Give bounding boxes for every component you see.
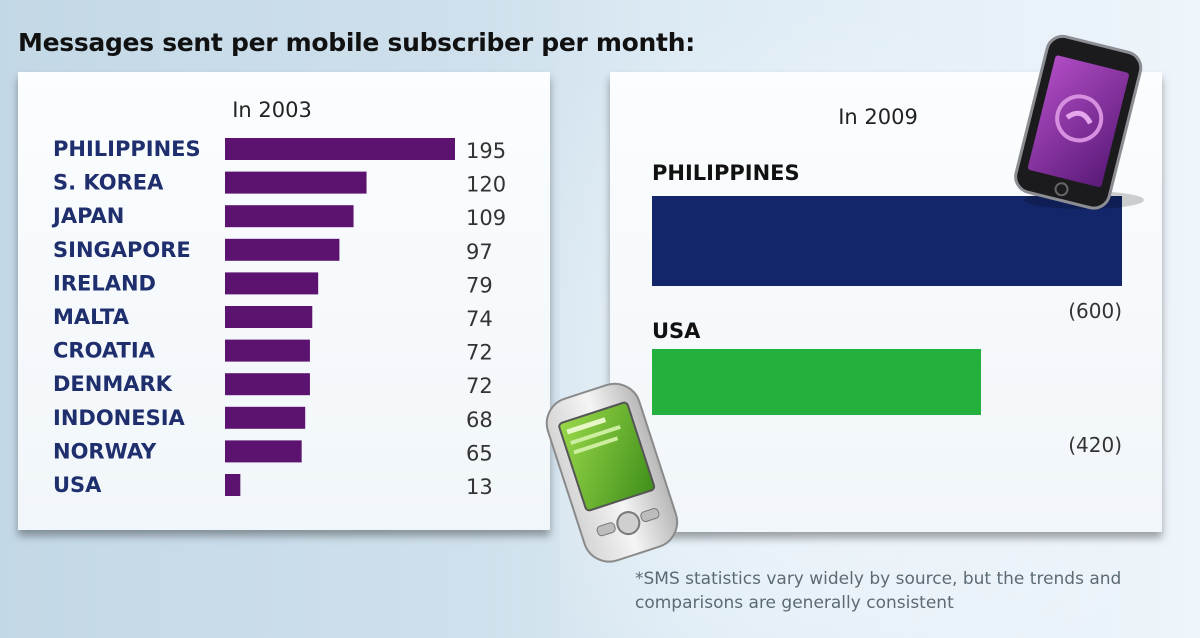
value-label: (420): [1068, 433, 1122, 457]
bar: [225, 306, 313, 328]
bar: [225, 171, 367, 194]
green-pda-icon: [545, 382, 679, 563]
category-label: MALTA: [53, 305, 130, 329]
bar: [652, 349, 981, 415]
bar: [225, 373, 310, 396]
main-title: Messages sent per mobile subscriber per …: [18, 28, 695, 57]
value-label: (600): [1068, 299, 1122, 323]
chart-2003-title: In 2003: [232, 98, 312, 122]
value-label: 72: [466, 341, 493, 365]
category-label: INDONESIA: [53, 406, 186, 430]
value-label: 65: [466, 441, 493, 465]
bar: [225, 440, 302, 463]
category-label: JAPAN: [51, 204, 124, 228]
bar: [225, 406, 306, 429]
chart-2009: In 2009 PHILIPPINES (600) USA (420): [652, 105, 1122, 457]
category-label: PHILIPPINES: [652, 161, 800, 185]
chart-2003: In 2003 PHILIPPINES 195 S. KOREA 120 JAPAN 10…: [51, 98, 506, 499]
bar: [652, 196, 1122, 286]
value-label: 79: [466, 273, 493, 297]
value-label: 68: [466, 408, 493, 432]
bar: [225, 205, 354, 228]
footnote: *SMS statistics vary widely by source, b…: [635, 569, 1122, 613]
category-label: USA: [53, 473, 102, 497]
chart-2009-title: In 2009: [838, 105, 918, 129]
value-label: 195: [466, 139, 506, 163]
value-label: 120: [466, 173, 506, 197]
bar: [225, 238, 340, 261]
bar: [225, 272, 319, 295]
chart-2003-panel: In 2003 PHILIPPINES 195 S. KOREA 120 JAPAN 10…: [18, 72, 550, 530]
value-label: 109: [466, 206, 506, 230]
category-label: IRELAND: [53, 271, 156, 295]
category-label: DENMARK: [53, 372, 173, 396]
category-label: S. KOREA: [53, 171, 164, 195]
value-label: 97: [466, 240, 493, 264]
bar: [225, 474, 241, 496]
category-label: PHILIPPINES: [53, 137, 201, 161]
bar: [225, 138, 455, 160]
category-label: NORWAY: [53, 439, 157, 463]
value-label: 74: [466, 307, 493, 331]
category-label: SINGAPORE: [53, 238, 191, 262]
purple-phone-icon: [1014, 34, 1144, 210]
bar: [225, 339, 310, 362]
value-label: 72: [466, 374, 493, 398]
category-label: USA: [652, 319, 701, 343]
category-label: CROATIA: [53, 339, 156, 363]
value-label: 13: [466, 475, 493, 499]
